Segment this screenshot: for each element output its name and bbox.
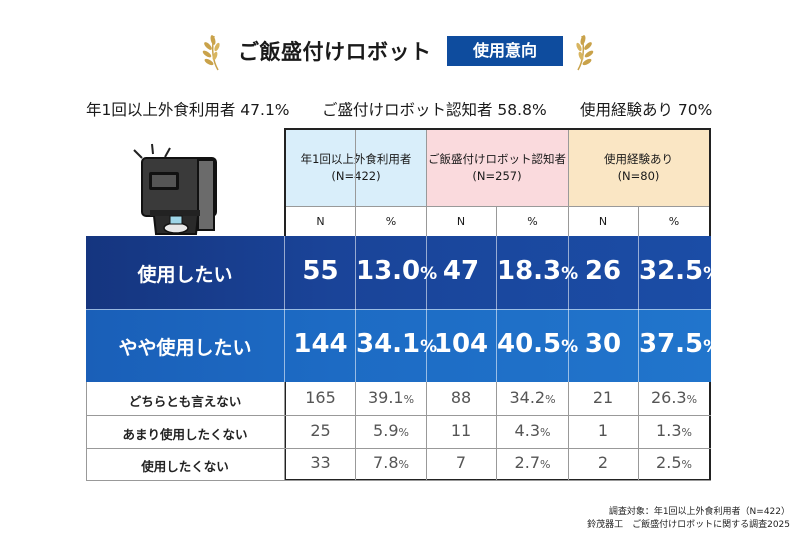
grid-line (86, 480, 711, 481)
table-cell-pct: 34.1% (356, 329, 438, 359)
footnote-source: 鈴茂器工 ご飯盛付けロボットに関する調査2025 (587, 520, 790, 530)
grid-line (284, 382, 285, 481)
table-cell-pct: 4.3% (514, 421, 551, 440)
row-label: やや使用したい (118, 337, 252, 359)
table-cell-n: 7 (455, 453, 467, 472)
stat-robot-awareness: ご盛付けロボット認知者 58.8% (322, 101, 547, 119)
grid-line (86, 309, 711, 310)
subheader-n: N (568, 206, 638, 236)
row-band-want-to-use (86, 236, 711, 309)
table-cell-n: 47 (442, 256, 480, 286)
table-cell-pct: 13.0% (356, 256, 438, 286)
group-header-eating-out: 年1回以上外食利用者 (N=422) (286, 130, 426, 206)
table-cell-n: 25 (310, 421, 331, 440)
table-cell-n: 88 (450, 388, 472, 407)
table-cell-pct: 37.5% (639, 329, 721, 359)
rice-robot-illustration (133, 143, 217, 235)
table-cell-n: 144 (293, 329, 348, 359)
grid-line (355, 382, 356, 481)
grid-line (496, 382, 497, 481)
table-cell-n: 104 (433, 329, 489, 359)
group-n: (N=257) (472, 169, 522, 183)
grid-line (638, 382, 639, 481)
row-label: 使用したくない (141, 459, 229, 474)
row-label: 使用したい (137, 264, 233, 286)
grid-line (426, 382, 427, 481)
title-badge: 使用意向 (447, 36, 563, 66)
table-cell-n: 33 (310, 453, 331, 472)
table-cell-n: 11 (450, 421, 472, 440)
grid-line (496, 206, 497, 236)
grid-line (86, 448, 711, 449)
table-cell-pct: 18.3% (497, 256, 579, 286)
table-cell-n: 26 (584, 256, 622, 286)
page-title: ご飯盛付けロボット (238, 40, 432, 64)
table-cell-n: 21 (592, 388, 614, 407)
table-cell-pct: 5.9% (373, 421, 409, 440)
group-n: (N=80) (617, 169, 660, 183)
table-cell-pct: 32.5% (639, 256, 721, 286)
table-cell-pct: 39.1% (367, 388, 415, 407)
subheader-pct: % (639, 206, 709, 236)
table-cell-pct: 1.3% (656, 421, 692, 440)
grid-line (86, 382, 87, 481)
table-cell-pct: 34.2% (509, 388, 556, 407)
subheader-pct: % (497, 206, 568, 236)
stat-usage-experience: 使用経験あり 70% (580, 101, 713, 119)
subheader-n: N (286, 206, 355, 236)
row-label: あまり使用したくない (122, 427, 248, 442)
table-cell-pct: 26.3% (650, 388, 698, 407)
table-cell-pct: 2.7% (514, 453, 551, 472)
grid-line (568, 382, 569, 481)
wheat-right-icon (576, 35, 594, 71)
group-name: 使用経験あり (604, 152, 673, 166)
subheader-pct: % (356, 206, 426, 236)
footnote-survey-target: 調査対象：年1回以上外食利用者（N=422） (608, 507, 790, 517)
table-cell-pct: 40.5% (497, 329, 579, 359)
group-header-awareness: ご飯盛付けロボット認知者 (N=257) (426, 130, 568, 206)
grid-line (355, 130, 356, 236)
grid-line (426, 130, 427, 236)
stat-eating-out: 年1回以上外食利用者 47.1% (86, 101, 290, 119)
group-header-experience: 使用経験あり (N=80) (568, 130, 709, 206)
title-row: ご飯盛付けロボット 使用意向 (0, 32, 800, 72)
table-cell-n: 30 (584, 329, 622, 359)
table-cell-n: 165 (305, 388, 336, 407)
grid-line (86, 415, 711, 416)
wheat-left-icon (202, 35, 220, 71)
table-cell-n: 55 (302, 256, 339, 286)
table-cell-pct: 7.8% (373, 453, 409, 472)
table-cell-n: 2 (597, 453, 609, 472)
group-name: ご飯盛付けロボット認知者 (428, 152, 566, 166)
grid-line (638, 206, 639, 236)
row-band-somewhat-want (86, 309, 711, 382)
row-label: どちらとも言えない (128, 394, 242, 409)
grid-line (568, 130, 569, 236)
subheader-n: N (426, 206, 496, 236)
table-cell-pct: 2.5% (656, 453, 692, 472)
table-cell-n: 1 (597, 421, 609, 440)
